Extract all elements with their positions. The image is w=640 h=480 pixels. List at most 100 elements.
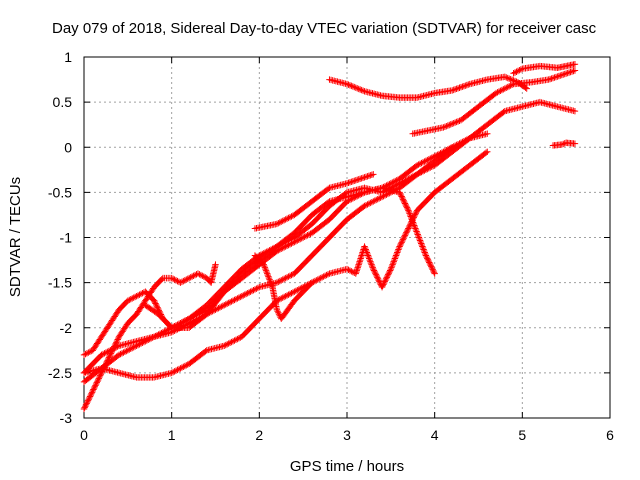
data-point [174,277,181,285]
data-point [367,259,375,267]
data-point [178,278,186,286]
data-point [191,271,199,279]
data-point [454,141,462,148]
data-point [83,400,90,407]
data-point [565,69,573,76]
data-point [82,402,89,410]
data-point [358,190,365,198]
data-point [130,294,137,301]
data-point [362,201,370,209]
data-point [403,203,410,210]
data-point [508,81,516,89]
data-point [552,73,560,81]
data-point [420,246,427,253]
data-point [451,119,459,126]
data-point [405,225,412,232]
data-point [178,364,186,371]
data-point [283,292,291,299]
data-point [152,300,159,307]
data-point [413,229,421,237]
y-tick-label: -1.5 [48,275,72,291]
data-point [394,249,401,256]
data-point [86,348,94,356]
data-point [190,272,197,280]
data-point [362,173,370,181]
data-point [222,301,229,308]
data-point [355,176,362,183]
data-point [418,241,426,249]
data-point [80,405,88,413]
data-point [415,161,422,168]
data-point [388,262,396,270]
data-point [420,247,428,255]
data-point [431,270,438,277]
data-point [384,190,392,198]
data-point [345,197,352,204]
data-point [373,196,380,204]
data-point [273,279,281,286]
data-point [101,350,108,357]
data-point [501,73,508,81]
data-point [351,194,358,201]
axis-ticks: 0 1 2 3 4 5 6 -3 -2.5 -2 -1.5 -1 -0.5 0 0.5 1 [48,49,614,443]
data-point [282,274,289,282]
data-point [228,298,235,305]
data-point [154,304,161,311]
data-point [380,192,387,200]
data-point [453,141,460,149]
data-point [402,201,409,209]
data-point [408,214,415,222]
data-point [84,398,91,406]
data-point [400,234,407,242]
data-point [352,193,359,201]
data-point [365,172,373,180]
data-point [371,268,378,276]
data-point [273,306,281,313]
data-point [317,274,324,282]
data-point [412,210,419,217]
data-point [558,141,565,148]
data-point [218,303,225,310]
data-point [384,271,392,278]
data-point [386,180,393,188]
data-point [180,363,187,371]
data-point [352,84,359,91]
data-point [264,271,272,279]
data-point [415,234,423,241]
data-point [262,265,269,273]
data-point [112,344,120,351]
data-point [463,136,471,143]
data-point [124,347,132,354]
data-point [117,350,124,358]
data-point [398,193,405,200]
data-point [386,268,393,276]
data-point [343,265,351,273]
data-point [412,225,419,232]
data-point [278,277,285,284]
data-point [261,264,269,271]
data-point [151,298,159,306]
data-point [265,274,273,282]
y-tick-label: 0.5 [53,94,73,110]
data-point [368,171,376,179]
data-point [253,285,260,292]
data-point [223,300,231,307]
data-point [80,351,88,359]
data-point [449,144,456,151]
x-tick-label: 1 [168,427,176,443]
data-point [261,262,268,270]
data-point [115,334,122,342]
data-point [278,295,285,302]
data-point [387,265,395,273]
data-point [390,258,397,265]
data-point [454,85,462,92]
data-point [131,293,139,301]
data-point [397,191,405,199]
data-point [367,199,374,207]
data-point [358,175,365,182]
data-point [546,75,554,83]
data-point [288,271,295,279]
data-point [456,84,463,91]
data-point [440,124,447,131]
data-point [513,68,520,75]
